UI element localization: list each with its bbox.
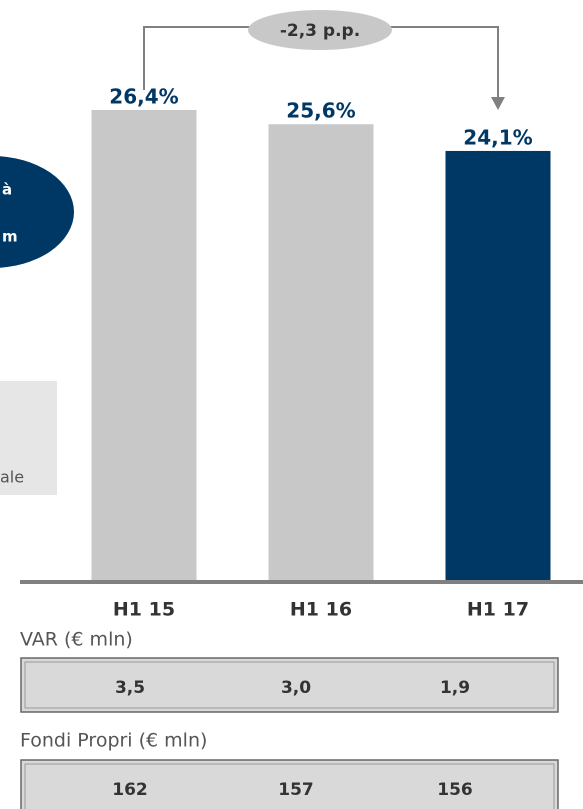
side-fragment: ale (0, 468, 24, 487)
table-value: 162 (112, 780, 148, 800)
bar (91, 110, 197, 580)
x-tick-label: H1 16 (290, 599, 352, 621)
table-box (20, 759, 559, 809)
table-value: 156 (437, 780, 473, 800)
side-fragment: m (2, 228, 18, 246)
table-label: VAR (€ mln) (20, 629, 133, 651)
value-label: 24,1% (463, 125, 532, 149)
annotation: -2,3 p.p. (280, 21, 360, 41)
table-box-inner (24, 763, 555, 809)
side-fragment: à (2, 181, 12, 199)
value-label: 25,6% (286, 99, 355, 123)
table-box (20, 657, 559, 713)
value-label: 26,4% (109, 85, 178, 109)
table-box-inner (24, 661, 555, 709)
annotation-bubble (248, 10, 392, 50)
table-value: 3,0 (281, 678, 311, 698)
table-value: 3,5 (115, 678, 145, 698)
bar (445, 150, 551, 581)
table-label: Fondi Propri (€ mln) (20, 730, 207, 752)
x-tick-label: H1 17 (467, 599, 529, 621)
side-ellipse (0, 156, 74, 268)
side-box (0, 381, 57, 495)
x-tick-label: H1 15 (113, 599, 175, 621)
arrow-head (491, 97, 505, 110)
table-value: 1,9 (440, 678, 470, 698)
table-value: 157 (278, 780, 314, 800)
bar (268, 124, 374, 580)
